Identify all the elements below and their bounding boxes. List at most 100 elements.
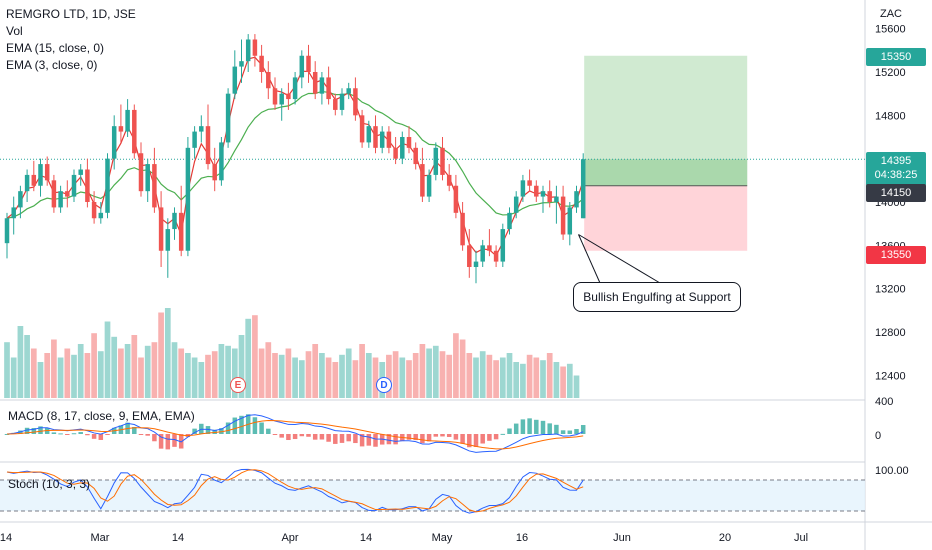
macd-histogram-bar	[205, 426, 211, 434]
volume-bar	[499, 357, 506, 398]
candle-body	[58, 191, 63, 208]
volume-bar	[319, 353, 325, 398]
macd-histogram-bar	[178, 434, 184, 449]
volume-bar	[4, 342, 10, 398]
macd-histogram-bar	[152, 434, 157, 442]
volume-bar	[265, 342, 272, 398]
volume-bar	[553, 362, 560, 398]
macd-histogram-bar	[65, 434, 70, 435]
candle-body	[132, 109, 137, 154]
candle-body	[312, 72, 318, 94]
volume-bar	[77, 344, 84, 398]
pattern-annotation[interactable]: Bullish Engulfing at Support	[573, 282, 741, 312]
macd-histogram-bar	[225, 422, 231, 434]
volume-bar	[71, 354, 77, 398]
volume-bar	[345, 348, 352, 398]
entry-price-tag: 14150	[866, 184, 926, 202]
price-tick-label: 12800	[875, 327, 906, 339]
time-tick-label: 14	[0, 532, 12, 544]
dividend-event-icon[interactable]: D	[376, 377, 392, 393]
volume-bar	[164, 308, 171, 398]
candle-body	[453, 185, 459, 213]
candle-body	[373, 126, 378, 148]
candle-body	[500, 229, 506, 262]
stoch-k-line	[6, 468, 584, 514]
macd-histogram-bar	[507, 428, 512, 434]
volume-bar	[10, 357, 17, 398]
macd-line	[6, 414, 584, 453]
chart-legend: REMGRO LTD, 1D, JSE Vol EMA (15, close, …	[6, 6, 136, 74]
volume-bar	[97, 351, 104, 398]
candle-body	[339, 93, 345, 110]
candle-body	[446, 174, 452, 186]
macd-histogram-bar	[413, 434, 418, 441]
countdown-timer: 04:38:25	[874, 169, 918, 181]
volume-bar	[426, 348, 432, 398]
macd-histogram-bar	[560, 430, 566, 434]
candle-body	[11, 207, 16, 219]
price-tick-label: 15600	[875, 24, 906, 36]
volume-bar	[158, 312, 164, 398]
macd-histogram-bar	[252, 417, 258, 434]
macd-histogram-bar	[239, 415, 244, 434]
time-tick-label: 14	[360, 532, 372, 544]
macd-histogram-bar	[574, 429, 579, 434]
ema15-line	[6, 90, 584, 219]
candle-body	[44, 164, 50, 181]
candle-body	[386, 131, 392, 148]
candle-body	[487, 245, 492, 251]
earnings-event-icon[interactable]: E	[230, 377, 246, 393]
macd-histogram-bar	[192, 428, 197, 434]
volume-bar	[506, 353, 513, 398]
candle-body	[319, 77, 325, 94]
macd-histogram-bar	[98, 434, 104, 440]
volume-bar	[540, 360, 546, 398]
volume-bar	[285, 348, 292, 398]
volume-bar	[513, 362, 520, 398]
callout-pointer	[578, 234, 661, 284]
volume-bar	[238, 335, 245, 398]
candle-body	[239, 61, 244, 67]
volume-bar	[473, 357, 479, 398]
candle-body	[165, 229, 171, 251]
macd-histogram-bar	[513, 423, 519, 434]
macd-histogram-bar	[312, 434, 318, 440]
volume-bar	[131, 335, 138, 398]
candle-body	[520, 180, 526, 197]
candle-body	[212, 164, 217, 181]
loss-zone	[584, 185, 748, 251]
volume-bar	[124, 344, 131, 398]
time-tick-label: 14	[172, 532, 184, 544]
macd-histogram-bar	[292, 434, 298, 440]
volume-bar	[24, 335, 30, 398]
candle-body	[326, 77, 331, 100]
candle-body	[393, 147, 398, 159]
time-tick-label: Jul	[794, 532, 808, 544]
macd-histogram-bar	[440, 434, 445, 437]
candle-body	[71, 174, 77, 197]
candle-body	[333, 99, 338, 110]
candle-body	[111, 126, 117, 159]
volume-bar	[298, 360, 305, 398]
time-tick-label: 20	[719, 532, 731, 544]
candle-body	[379, 131, 385, 148]
macd-histogram-bar	[480, 434, 485, 444]
macd-signal-line	[6, 420, 584, 450]
vol-label: Vol	[6, 24, 23, 38]
candle-body	[91, 202, 97, 219]
price-tick-label: 15200	[875, 67, 906, 79]
volume-bar	[64, 348, 71, 398]
candle-body	[433, 147, 439, 175]
macd-histogram-bar	[493, 434, 499, 440]
macd-histogram-bar	[279, 434, 284, 438]
volume-bar	[332, 362, 339, 398]
volume-bar	[218, 344, 225, 398]
macd-histogram-bar	[326, 434, 331, 442]
volume-bar	[205, 354, 211, 398]
macd-histogram-bar	[266, 428, 271, 434]
volume-bar	[30, 348, 37, 398]
macd-histogram-bar	[78, 432, 83, 434]
volume-bar	[178, 348, 185, 398]
candle-body	[460, 212, 465, 246]
